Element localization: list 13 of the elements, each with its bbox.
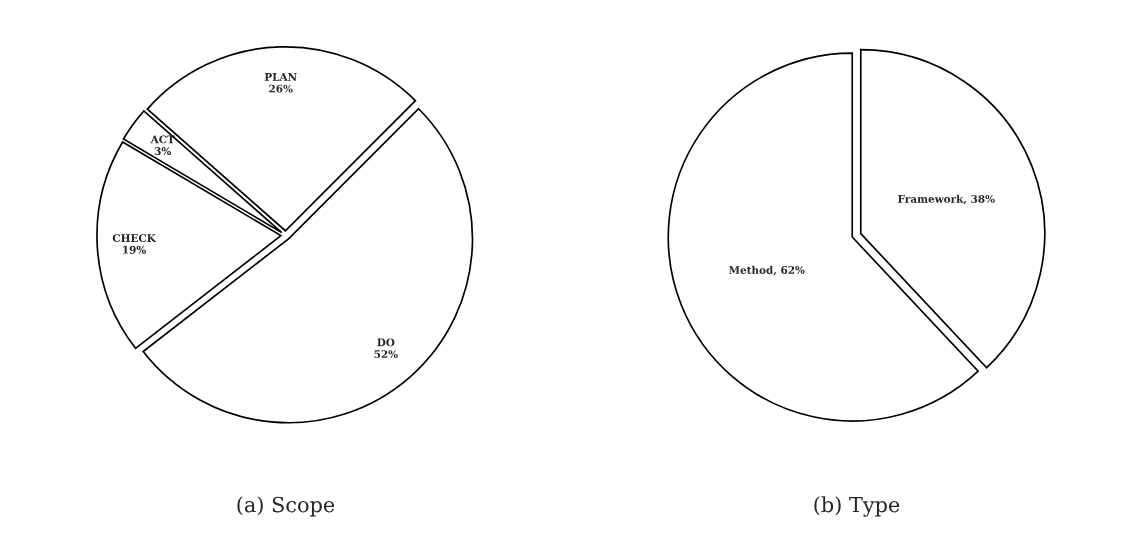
slice-label: PLAN (264, 73, 297, 81)
slice-label: Method, 62% (728, 265, 805, 276)
slice-label: DO (377, 338, 395, 347)
data-label: 26% (269, 84, 293, 93)
data-label: 19% (123, 245, 146, 254)
slice-label: ACT (150, 135, 175, 144)
data-label: 3% (154, 147, 172, 155)
slice-label: Framework, 38% (898, 194, 995, 205)
pie-slice (146, 45, 417, 232)
data-label: 52% (374, 350, 398, 359)
text: (a) Scope (237, 496, 335, 517)
text: (b) Type (814, 496, 900, 517)
slice-label: CHECK (112, 234, 157, 243)
